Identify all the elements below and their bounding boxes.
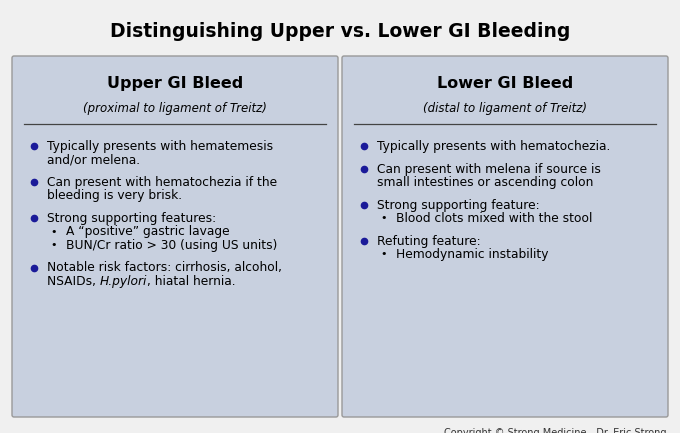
FancyBboxPatch shape <box>342 56 668 417</box>
Text: , hiatal hernia.: , hiatal hernia. <box>148 275 236 288</box>
Text: Lower GI Bleed: Lower GI Bleed <box>437 76 573 91</box>
Text: and/or melena.: and/or melena. <box>47 154 140 167</box>
Text: BUN/Cr ratio > 30 (using US units): BUN/Cr ratio > 30 (using US units) <box>66 239 277 252</box>
Text: small intestines or ascending colon: small intestines or ascending colon <box>377 176 594 189</box>
Text: A “positive” gastric lavage: A “positive” gastric lavage <box>66 226 230 239</box>
Text: Notable risk factors: cirrhosis, alcohol,: Notable risk factors: cirrhosis, alcohol… <box>47 262 282 275</box>
Text: •: • <box>381 249 387 259</box>
Text: Can present with melena if source is: Can present with melena if source is <box>377 162 601 175</box>
Text: •: • <box>381 213 387 223</box>
Text: Typically presents with hematochezia.: Typically presents with hematochezia. <box>377 140 611 153</box>
Text: Typically presents with hematemesis: Typically presents with hematemesis <box>47 140 273 153</box>
FancyBboxPatch shape <box>12 56 338 417</box>
Text: Upper GI Bleed: Upper GI Bleed <box>107 76 243 91</box>
Text: Blood clots mixed with the stool: Blood clots mixed with the stool <box>396 212 592 225</box>
Text: (proximal to ligament of Treitz): (proximal to ligament of Treitz) <box>83 102 267 115</box>
Text: •: • <box>51 226 57 236</box>
Text: NSAIDs,: NSAIDs, <box>47 275 100 288</box>
Text: Refuting feature:: Refuting feature: <box>377 235 481 248</box>
Text: Strong supporting features:: Strong supporting features: <box>47 212 216 225</box>
Text: H.pylori: H.pylori <box>100 275 148 288</box>
Text: Hemodynamic instability: Hemodynamic instability <box>396 248 549 261</box>
Text: Strong supporting feature:: Strong supporting feature: <box>377 198 540 211</box>
Text: Can present with hematochezia if the: Can present with hematochezia if the <box>47 176 277 189</box>
Text: Distinguishing Upper vs. Lower GI Bleeding: Distinguishing Upper vs. Lower GI Bleedi… <box>109 22 571 41</box>
Text: Copyright © Strong Medicine - Dr. Eric Strong: Copyright © Strong Medicine - Dr. Eric S… <box>443 428 666 433</box>
Text: (distal to ligament of Treitz): (distal to ligament of Treitz) <box>423 102 587 115</box>
Text: •: • <box>51 240 57 250</box>
Text: bleeding is very brisk.: bleeding is very brisk. <box>47 190 182 203</box>
